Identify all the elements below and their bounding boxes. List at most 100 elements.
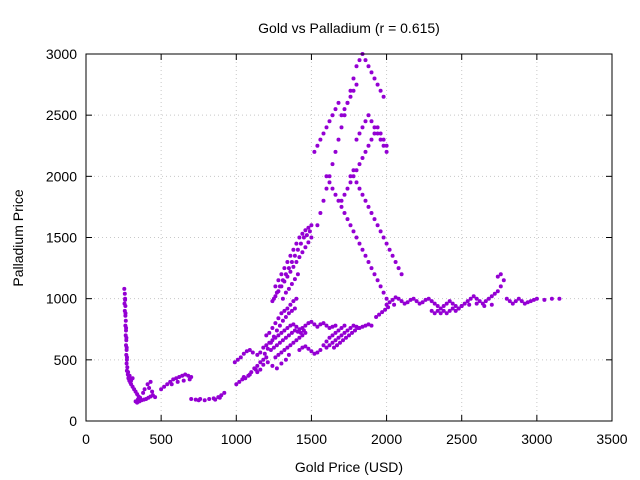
x-tick-label: 3000	[521, 431, 552, 447]
data-point	[408, 297, 413, 302]
data-point	[321, 321, 326, 326]
data-point	[383, 307, 388, 312]
data-point	[510, 301, 515, 306]
data-point	[482, 304, 487, 308]
data-point	[141, 390, 146, 395]
data-point	[288, 323, 293, 328]
data-point	[369, 70, 374, 75]
data-point	[363, 323, 368, 328]
data-point	[309, 223, 314, 228]
data-point	[162, 384, 167, 389]
data-point	[177, 375, 182, 379]
data-point	[549, 296, 554, 301]
data-point	[153, 395, 158, 400]
data-point	[241, 351, 246, 356]
data-point	[432, 311, 437, 316]
data-point	[399, 272, 404, 277]
data-point	[274, 328, 279, 333]
data-point	[297, 235, 302, 240]
data-point	[122, 301, 127, 306]
data-point	[357, 241, 362, 246]
y-tick-label: 500	[54, 352, 78, 368]
data-point	[450, 301, 455, 306]
data-point	[351, 229, 356, 234]
data-point	[124, 326, 129, 330]
data-point	[345, 328, 350, 333]
data-point	[462, 301, 467, 306]
data-point	[123, 311, 128, 316]
data-point	[507, 299, 512, 304]
x-tick-label: 3500	[596, 431, 627, 447]
data-point	[303, 344, 308, 349]
chart-title: Gold vs Palladium (r = 0.615)	[258, 20, 440, 36]
data-point	[237, 379, 242, 384]
data-point	[531, 297, 536, 302]
data-point	[369, 137, 374, 142]
data-point	[342, 107, 347, 112]
data-point	[330, 186, 335, 191]
data-point	[471, 294, 476, 299]
data-point	[468, 296, 473, 301]
x-tick-label: 1000	[221, 431, 252, 447]
data-point	[122, 286, 127, 291]
data-point	[356, 326, 360, 330]
data-point	[181, 378, 186, 383]
data-point	[387, 247, 392, 252]
data-point	[150, 389, 155, 394]
data-point	[291, 340, 296, 345]
data-point	[125, 365, 130, 370]
data-point	[342, 192, 347, 197]
data-point	[381, 143, 386, 148]
data-point	[351, 88, 356, 93]
data-point	[324, 323, 329, 328]
data-point	[186, 373, 191, 378]
x-tick-label: 1500	[296, 431, 327, 447]
data-point	[375, 82, 380, 87]
data-point	[492, 291, 497, 296]
x-axis-label: Gold Price (USD)	[295, 459, 403, 475]
data-point	[315, 324, 320, 329]
data-point	[169, 382, 174, 387]
data-point	[522, 301, 527, 306]
x-tick-label: 500	[149, 431, 173, 447]
data-point	[396, 266, 401, 271]
data-point	[264, 355, 269, 360]
data-point	[339, 326, 344, 330]
y-tick-label: 3000	[46, 46, 77, 62]
data-point	[123, 318, 128, 323]
x-tick-label: 2500	[446, 431, 477, 447]
data-point	[279, 330, 284, 335]
data-point	[309, 319, 314, 324]
data-point	[286, 286, 291, 291]
data-point	[372, 272, 377, 277]
data-point	[264, 333, 269, 338]
data-point	[303, 245, 308, 250]
data-point	[289, 330, 294, 335]
data-point	[297, 335, 302, 340]
data-point	[292, 277, 297, 282]
data-point	[283, 335, 288, 340]
data-point	[270, 299, 275, 304]
data-point	[342, 211, 347, 215]
y-tick-label: 1500	[46, 230, 77, 246]
data-point	[277, 340, 282, 345]
data-point	[354, 180, 359, 185]
data-point	[381, 94, 386, 99]
data-point	[542, 297, 547, 302]
data-point	[289, 282, 294, 286]
data-point	[303, 228, 308, 233]
data-point	[286, 352, 291, 357]
data-point	[255, 370, 260, 375]
data-point	[335, 343, 339, 348]
data-point	[363, 119, 368, 124]
data-point	[348, 180, 353, 185]
data-point	[378, 131, 383, 136]
data-point	[258, 360, 263, 365]
data-point	[339, 125, 344, 130]
data-point	[122, 291, 127, 296]
data-point	[420, 300, 425, 305]
data-point	[354, 82, 359, 87]
data-point	[288, 269, 293, 274]
data-point	[474, 301, 479, 306]
data-point	[148, 379, 153, 384]
